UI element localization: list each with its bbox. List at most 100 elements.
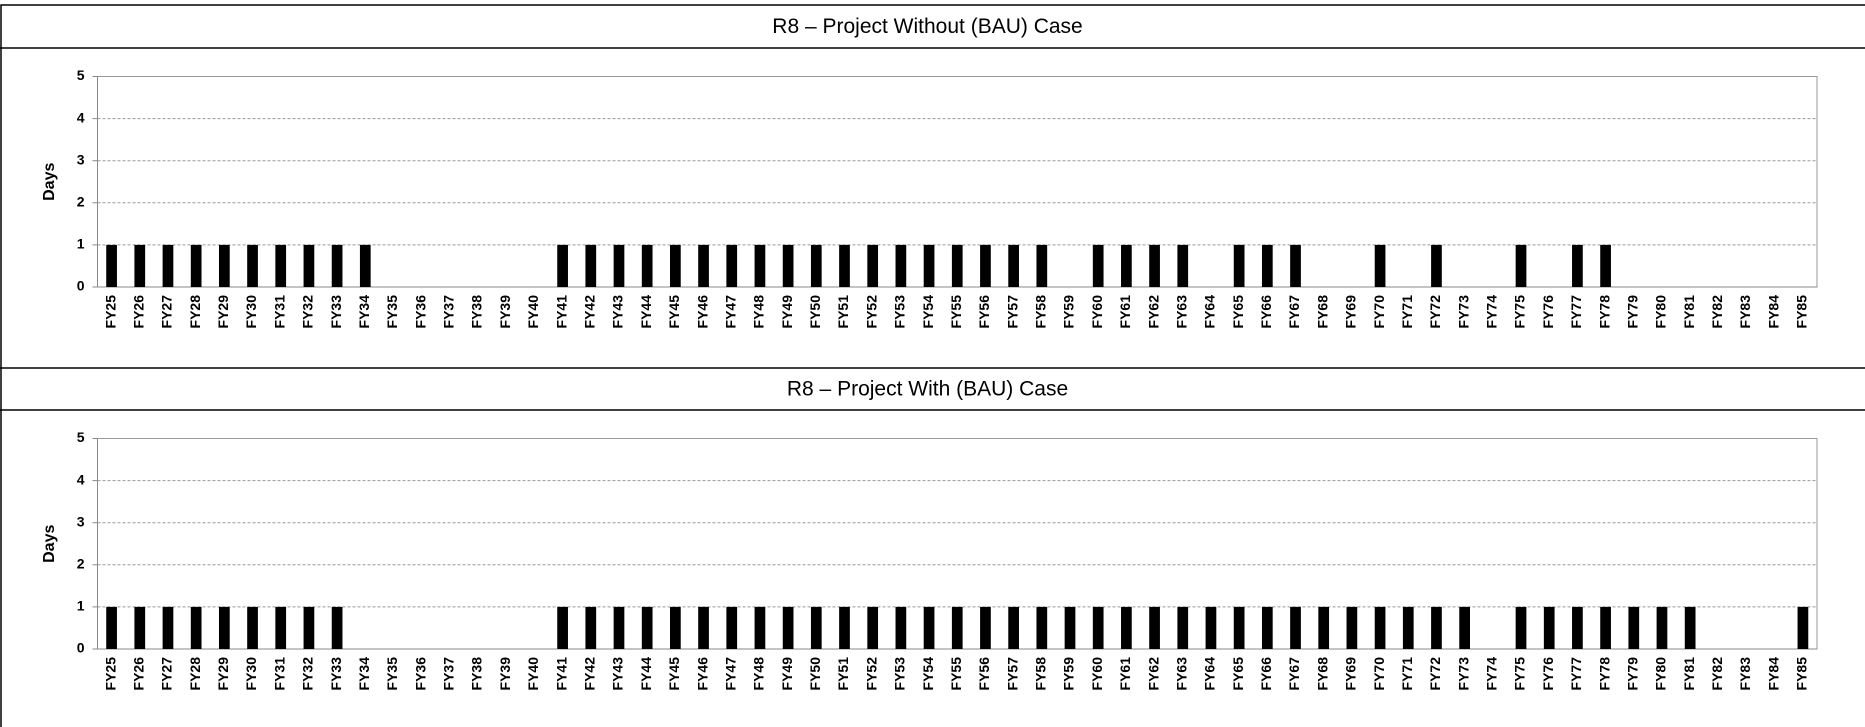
bar (1656, 606, 1668, 649)
x-tick-label: FY79 (1624, 295, 1640, 329)
x-tick-label: FY72 (1427, 657, 1443, 691)
bar (1318, 606, 1330, 649)
x-tick-label: FY73 (1455, 657, 1471, 691)
x-tick-label: FY44 (638, 657, 654, 691)
x-tick-label: FY67 (1286, 295, 1302, 329)
x-tick-label: FY81 (1681, 657, 1697, 691)
x-tick-label: FY34 (356, 657, 372, 691)
frame (0, 4, 1865, 727)
y-tick-label: 2 (77, 556, 85, 572)
x-tick-label: FY65 (1230, 657, 1246, 691)
x-tick-label: FY63 (1173, 295, 1189, 329)
x-tick-label: FY59 (1061, 295, 1077, 329)
x-tick-label: FY25 (102, 657, 118, 691)
x-tick-label: FY43 (610, 295, 626, 329)
x-tick-label: FY40 (525, 657, 541, 691)
x-tick-label: FY78 (1596, 657, 1612, 691)
bar (1036, 244, 1048, 287)
bar (162, 244, 174, 287)
x-tick-label: FY83 (1737, 657, 1753, 691)
bar (1431, 606, 1442, 649)
x-tick-label: FY59 (1061, 657, 1077, 691)
x-tick-label: FY27 (159, 295, 175, 329)
x-tick-label: FY53 (892, 657, 908, 691)
bar (1177, 606, 1189, 649)
x-tick-label: FY82 (1709, 657, 1725, 691)
bar (1261, 606, 1273, 649)
x-tick-label: FY64 (1202, 657, 1218, 691)
x-tick-label: FY27 (159, 657, 175, 691)
bar (134, 244, 146, 287)
x-tick-label: FY56 (976, 657, 992, 691)
x-tick-label: FY84 (1765, 295, 1781, 329)
x-tick-label: FY36 (412, 657, 428, 691)
x-tick-label: FY74 (1484, 657, 1500, 691)
bar (218, 606, 230, 649)
x-tick-label: FY51 (835, 657, 851, 691)
x-tick-label: FY29 (215, 295, 231, 329)
bar (810, 244, 822, 287)
x-tick-label: FY43 (610, 657, 626, 691)
x-tick-label: FY28 (187, 295, 203, 329)
bar (613, 244, 625, 287)
bar (867, 606, 879, 649)
bar (1290, 606, 1301, 649)
x-tick-label: FY72 (1427, 295, 1443, 329)
bar (585, 606, 597, 649)
x-tick-label: FY30 (243, 295, 259, 329)
x-tick-label: FY68 (1314, 657, 1330, 691)
bar (1572, 606, 1583, 649)
x-tick-label: FY32 (300, 295, 316, 329)
x-tick-label: FY44 (638, 295, 654, 329)
bar (1797, 606, 1809, 649)
x-tick-label: FY39 (497, 657, 513, 691)
bar (1684, 606, 1696, 649)
bar (1233, 606, 1245, 649)
x-tick-label: FY71 (1399, 657, 1415, 691)
x-tick-label: FY69 (1343, 295, 1359, 329)
x-tick-label: FY49 (779, 295, 795, 329)
bar (951, 606, 963, 649)
x-tick-label: FY78 (1596, 295, 1612, 329)
y-tick-label: 4 (77, 109, 85, 125)
bar (839, 244, 850, 287)
bar (106, 244, 117, 287)
x-tick-label: FY35 (384, 657, 400, 691)
bar (1346, 606, 1358, 649)
x-tick-label: FY84 (1765, 657, 1781, 691)
bar (1515, 244, 1527, 287)
bar (895, 606, 907, 649)
x-tick-label: FY60 (1089, 657, 1105, 691)
bar (1177, 244, 1189, 287)
bar (1290, 244, 1301, 287)
x-tick-label: FY68 (1314, 295, 1330, 329)
x-tick-label: FY80 (1653, 657, 1669, 691)
x-tick-label: FY66 (1258, 657, 1274, 691)
bar (303, 606, 315, 649)
x-tick-label: FY33 (328, 657, 344, 691)
x-tick-label: FY26 (130, 657, 146, 691)
y-tick-label: 5 (77, 67, 85, 83)
y-tick-label: 3 (77, 513, 85, 529)
x-tick-label: FY63 (1173, 657, 1189, 691)
bar (1233, 244, 1245, 287)
y-tick-label: 1 (77, 236, 85, 252)
bar (247, 244, 258, 287)
x-tick-label: FY81 (1681, 295, 1697, 329)
bar (1036, 606, 1048, 649)
bar (303, 244, 315, 287)
x-tick-label: FY75 (1512, 657, 1528, 691)
bar (359, 244, 371, 287)
x-tick-label: FY80 (1653, 295, 1669, 329)
bar (190, 606, 202, 649)
bar (726, 606, 738, 649)
bar (331, 244, 343, 287)
bar (190, 244, 202, 287)
bar (1092, 606, 1104, 649)
x-tick-label: FY66 (1258, 295, 1274, 329)
x-tick-label: FY76 (1540, 295, 1556, 329)
x-tick-label: FY29 (215, 657, 231, 691)
bar (134, 606, 146, 649)
x-tick-label: FY58 (1033, 657, 1049, 691)
x-tick-label: FY50 (807, 657, 823, 691)
